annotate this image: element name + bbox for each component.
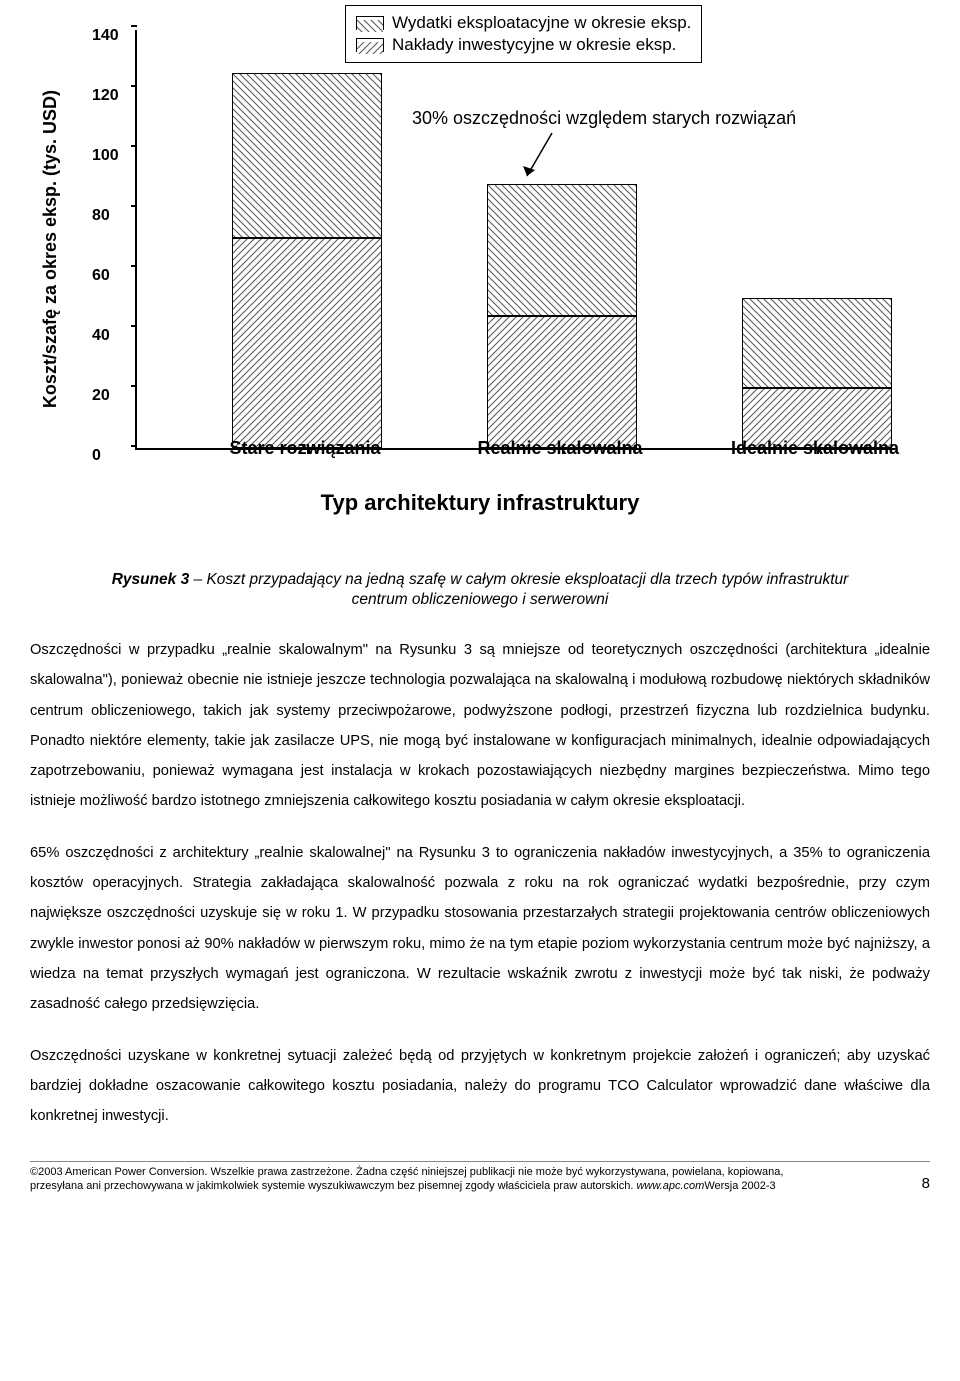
legend-item: Wydatki eksploatacyjne w okresie eksp.	[356, 13, 691, 33]
y-tick-label: 120	[92, 87, 119, 105]
legend-swatch-icon	[356, 38, 384, 52]
y-axis-label: Koszt/szafę za okres eksp. (tys. USD)	[40, 89, 61, 407]
body-text: Oszczędności w przypadku „realnie skalow…	[30, 635, 930, 1131]
legend-swatch-icon	[356, 16, 384, 30]
bar-segment-upper	[742, 298, 892, 388]
x-tick-label: Realnie skalowalna	[445, 438, 675, 459]
paragraph: Oszczędności uzyskane w konkretnej sytua…	[30, 1041, 930, 1131]
footer-url: www.apc.com	[636, 1180, 704, 1192]
footer-line: przesyłana ani przechowywana w jakimkolw…	[30, 1180, 636, 1192]
legend-label: Nakłady inwestycyjne w okresie eksp.	[392, 35, 676, 55]
cost-chart: Koszt/szafę za okres eksp. (tys. USD) Wy…	[45, 10, 915, 540]
y-tick-mark	[131, 85, 137, 87]
y-tick-label: 100	[92, 147, 119, 165]
legend-item: Nakłady inwestycyjne w okresie eksp.	[356, 35, 691, 55]
chart-legend: Wydatki eksploatacyjne w okresie eksp. N…	[345, 5, 702, 63]
y-tick-mark	[131, 145, 137, 147]
bar-segment-lower	[232, 238, 382, 448]
figure-caption: Rysunek 3 – Koszt przypadający na jedną …	[90, 570, 870, 610]
y-tick-mark	[131, 325, 137, 327]
savings-annotation: 30% oszczędności względem starych rozwią…	[412, 108, 796, 129]
y-tick-mark	[131, 445, 137, 447]
y-tick-mark	[131, 385, 137, 387]
x-tick-label: Stare rozwiązania	[190, 438, 420, 459]
page-number: 8	[922, 1175, 930, 1194]
page-footer: ©2003 American Power Conversion. Wszelki…	[30, 1161, 930, 1194]
bar-segment-lower	[487, 316, 637, 448]
legend-label: Wydatki eksploatacyjne w okresie eksp.	[392, 13, 691, 33]
y-tick-mark	[131, 205, 137, 207]
y-tick-label: 60	[92, 267, 110, 285]
y-tick-label: 40	[92, 327, 110, 345]
bar-segment-upper	[232, 73, 382, 238]
caption-text: – Koszt przypadający na jedną szafę w ca…	[189, 571, 848, 608]
bar-segment-upper	[487, 184, 637, 316]
y-tick-label: 80	[92, 207, 110, 225]
y-tick-mark	[131, 25, 137, 27]
paragraph: 65% oszczędności z architektury „realnie…	[30, 838, 930, 1019]
paragraph: Oszczędności w przypadku „realnie skalow…	[30, 635, 930, 816]
y-tick-mark	[131, 265, 137, 267]
arrow-icon	[517, 128, 577, 188]
footer-version: Wersja 2002-3	[704, 1180, 775, 1192]
caption-label: Rysunek 3	[112, 571, 190, 588]
y-tick-label: 20	[92, 387, 110, 405]
footer-line: ©2003 American Power Conversion. Wszelki…	[30, 1166, 783, 1178]
plot-area: 30% oszczędności względem starych rozwią…	[135, 30, 895, 450]
x-tick-label: Idealnie skalowalna	[700, 438, 930, 459]
y-tick-label: 140	[92, 27, 119, 45]
y-tick-label: 0	[92, 447, 101, 465]
x-axis-label: Typ architektury infrastruktury	[321, 490, 640, 516]
